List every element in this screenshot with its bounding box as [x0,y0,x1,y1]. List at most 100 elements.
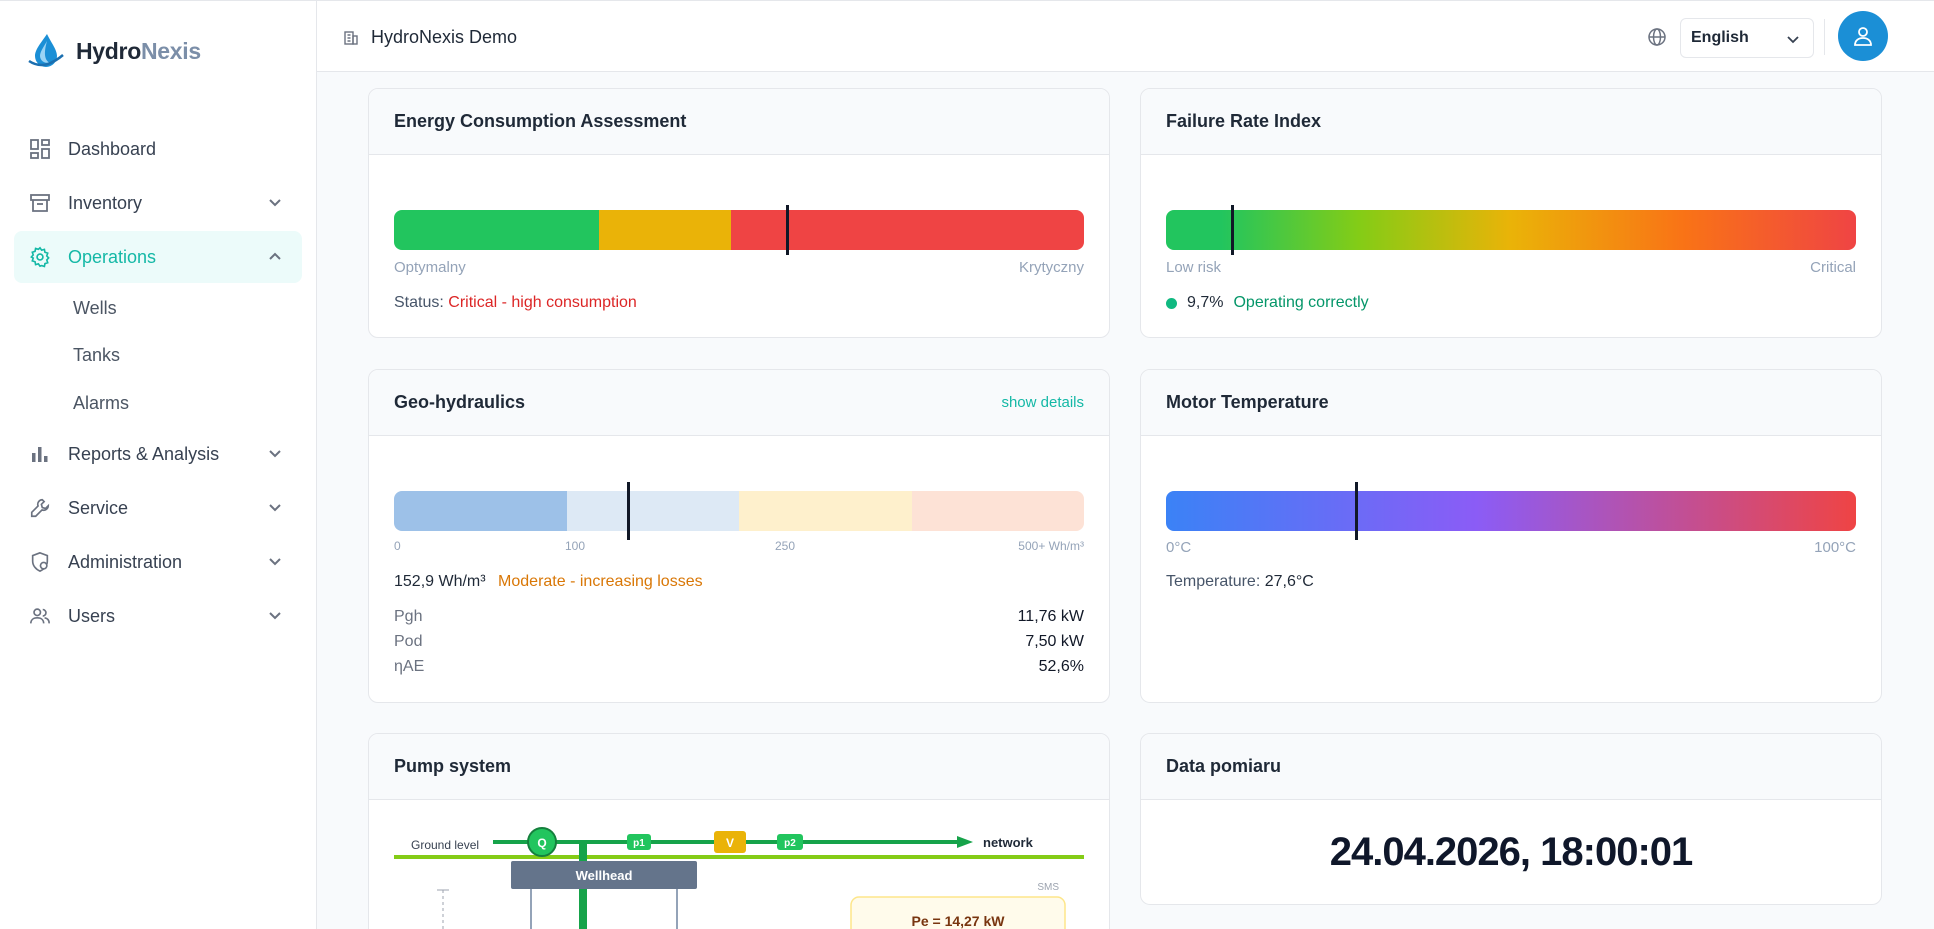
logo-text-hydro: Hydro [76,37,141,64]
geo-bar-segment-2 [567,491,739,531]
gear-icon [28,245,52,269]
card-title: Data pomiaru [1166,756,1282,776]
energy-bar-optimal [394,210,599,250]
temperature-bar [1166,491,1856,531]
user-avatar[interactable] [1838,11,1888,61]
status-text: Operating correctly [1233,294,1369,311]
row-value-pgh: 11,76 kW [1017,608,1084,625]
sidebar-item-operations[interactable]: Operations [14,231,302,283]
temperature-min-label: 0°C [1166,539,1192,556]
row-value-pod: 7,50 kW [1025,633,1084,650]
geo-bar-segment-3 [739,491,912,531]
language-value: English [1691,29,1749,46]
building-icon [344,30,358,45]
p2-sensor [777,834,803,850]
flow-meter-label: Q [537,836,546,850]
valve-label: V [726,836,734,850]
flow-meter-icon [527,827,557,857]
valve-icon [714,831,746,853]
chevron-down-icon [269,612,281,620]
water-drop-logo-icon [28,34,64,67]
language-select[interactable]: English [1680,18,1814,58]
geo-bar-segment-4 [912,491,1084,531]
pump-diagram: Ground level Q p1 V p2 network Wellhead … [394,827,1084,929]
energy-bar-critical [731,210,1084,250]
geo-tick-250: 250 [775,539,796,553]
card-title: Motor Temperature [1166,392,1329,412]
user-icon [1854,27,1872,46]
row-label-pgh: Pgh [394,608,423,625]
card-title: Energy Consumption Assessment [394,111,687,131]
geo-tick-500: 500+ Wh/m³ [1018,539,1084,553]
divider [1824,19,1825,55]
geo-bar [394,491,1084,531]
failure-bar [1166,210,1856,250]
energy-min-label: Optymalny [394,259,466,276]
chevron-down-icon [269,558,281,566]
chevron-up-icon [269,252,281,260]
sidebar-item-service[interactable]: Service [14,482,302,534]
failure-marker [1231,205,1235,255]
sidebar-subitem-alarms[interactable]: Alarms [73,393,130,413]
power-label: Pe = 14,27 kW [911,913,1005,929]
sidebar-item-label: Operations [68,246,157,267]
sidebar-item-label: Inventory [68,192,143,213]
geo-tick-100: 100 [565,539,586,553]
geo-tick-0: 0 [394,539,401,553]
p1-sensor [627,834,651,850]
geo-value: 152,9 Wh/m³ [394,573,486,590]
geo-hydraulics-card: Geo-hydraulics show details 0 100 250 50… [368,369,1110,703]
sidebar-item-label: Users [68,605,116,626]
row-label-efficiency: ηAE [394,658,425,675]
logo[interactable]: HydroNexis [26,31,201,71]
temperature-value: 27,6°C [1264,573,1314,590]
failure-min-label: Low risk [1166,259,1222,276]
wrench-icon [28,496,52,520]
failure-value: 9,7% [1187,294,1224,311]
temperature-marker [1354,482,1358,540]
p2-label: p2 [784,838,796,849]
chevron-down-icon [269,199,281,207]
sms-label: SMS [1037,882,1059,893]
measurement-date-card: Data pomiaru 24.04.2026, 18:00:01 [1140,733,1882,905]
archive-icon [28,191,52,215]
sidebar-item-administration[interactable]: Administration [14,536,302,588]
sidebar-item-label: Reports & Analysis [68,443,220,464]
status-prefix: Temperature: [1166,573,1261,590]
sidebar-item-dashboard[interactable]: Dashboard [14,123,302,175]
row-value-efficiency: 52,6% [1038,658,1084,675]
sidebar-item-inventory[interactable]: Inventory [14,177,302,229]
bar-chart-icon [28,442,52,466]
tenant-label: HydroNexis Demo [371,27,518,47]
status-prefix: Status: [394,294,444,311]
geo-marker [627,482,631,540]
temperature-status: Temperature: 27,6°C [1166,573,1314,591]
failure-card: Failure Rate Index Low risk Critical 9,7… [1140,88,1882,338]
failure-max-label: Critical [1810,259,1856,276]
tenant-name[interactable]: HydroNexis Demo [343,27,517,48]
wellhead-box [511,861,697,889]
sidebar-item-users[interactable]: Users [14,590,302,642]
energy-status: Status: Critical - high consumption [394,294,637,312]
pump-system-card: Pump system Ground level Q p1 V p2 netwo… [368,733,1110,929]
network-label: network [983,835,1034,850]
top-bar: HydroNexis Demo English [317,0,1934,72]
sidebar-item-reports[interactable]: Reports & Analysis [14,428,302,480]
sidebar-item-label: Service [68,497,129,518]
ground-level-label: Ground level [411,838,479,852]
energy-bar [394,210,1084,250]
sidebar-subitem-wells[interactable]: Wells [73,298,117,318]
sidebar-subitem-tanks[interactable]: Tanks [73,345,121,365]
show-details-link[interactable]: show details [1001,394,1084,411]
failure-status: 9,7% Operating correctly [1166,294,1369,312]
chevron-down-icon [269,504,281,512]
row-label-pod: Pod [394,633,423,650]
sidebar-item-label: Dashboard [68,138,157,159]
measurement-datetime: 24.04.2026, 18:00:01 [1329,830,1694,874]
sidebar-item-label: Administration [68,551,183,572]
energy-card: Energy Consumption Assessment Optymalny … [368,88,1110,338]
card-title: Failure Rate Index [1166,111,1322,131]
energy-bar-moderate [599,210,731,250]
energy-max-label: Krytyczny [1018,259,1084,276]
wellhead-label: Wellhead [576,868,633,883]
